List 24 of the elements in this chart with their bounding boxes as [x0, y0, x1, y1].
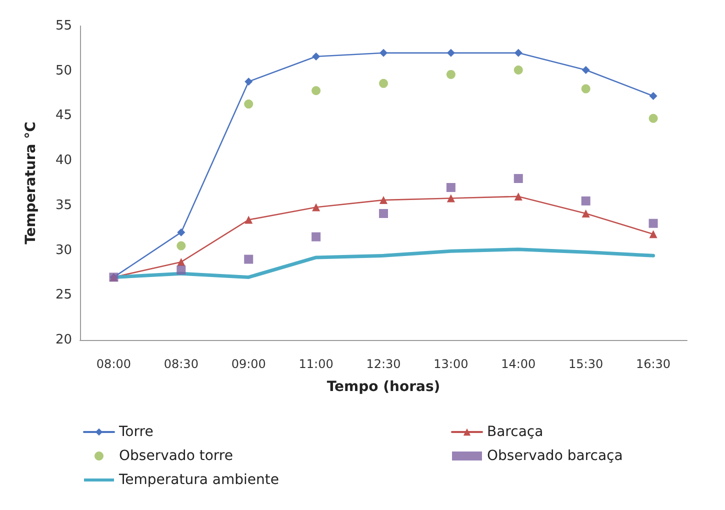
y-axis-title: Temperatura °C — [23, 122, 39, 244]
x-tick-label: 16:30 — [636, 357, 671, 371]
legend-label: Torre — [118, 424, 154, 440]
y-tick-label: 45 — [55, 108, 72, 124]
x-tick-label: 12:30 — [366, 357, 401, 371]
legend-label: Observado torre — [119, 448, 233, 464]
x-tick-label: 13:00 — [434, 357, 468, 371]
legend-label: Temperatura ambiente — [118, 472, 279, 488]
legend-label: Barcaça — [487, 424, 544, 440]
x-tick-label: 09:00 — [231, 357, 266, 371]
y-tick-label: 50 — [55, 63, 72, 78]
x-axis-title: Tempo (horas) — [326, 379, 440, 395]
legend-label: Observado barcaça — [487, 448, 623, 464]
x-tick-label: 14:00 — [501, 357, 536, 371]
x-tick-label: 08:00 — [96, 357, 132, 371]
x-tick-label: 08:30 — [164, 357, 198, 371]
y-tick-label: 20 — [55, 332, 72, 348]
y-tick-label: 30 — [55, 242, 72, 258]
y-tick-label: 35 — [55, 198, 72, 213]
y-tick-label: 55 — [55, 18, 72, 34]
y-tick-label: 25 — [55, 288, 72, 303]
y-tick-label: 40 — [55, 153, 72, 168]
x-tick-label: 15:30 — [568, 357, 604, 371]
x-tick-label: 11:00 — [298, 357, 334, 371]
